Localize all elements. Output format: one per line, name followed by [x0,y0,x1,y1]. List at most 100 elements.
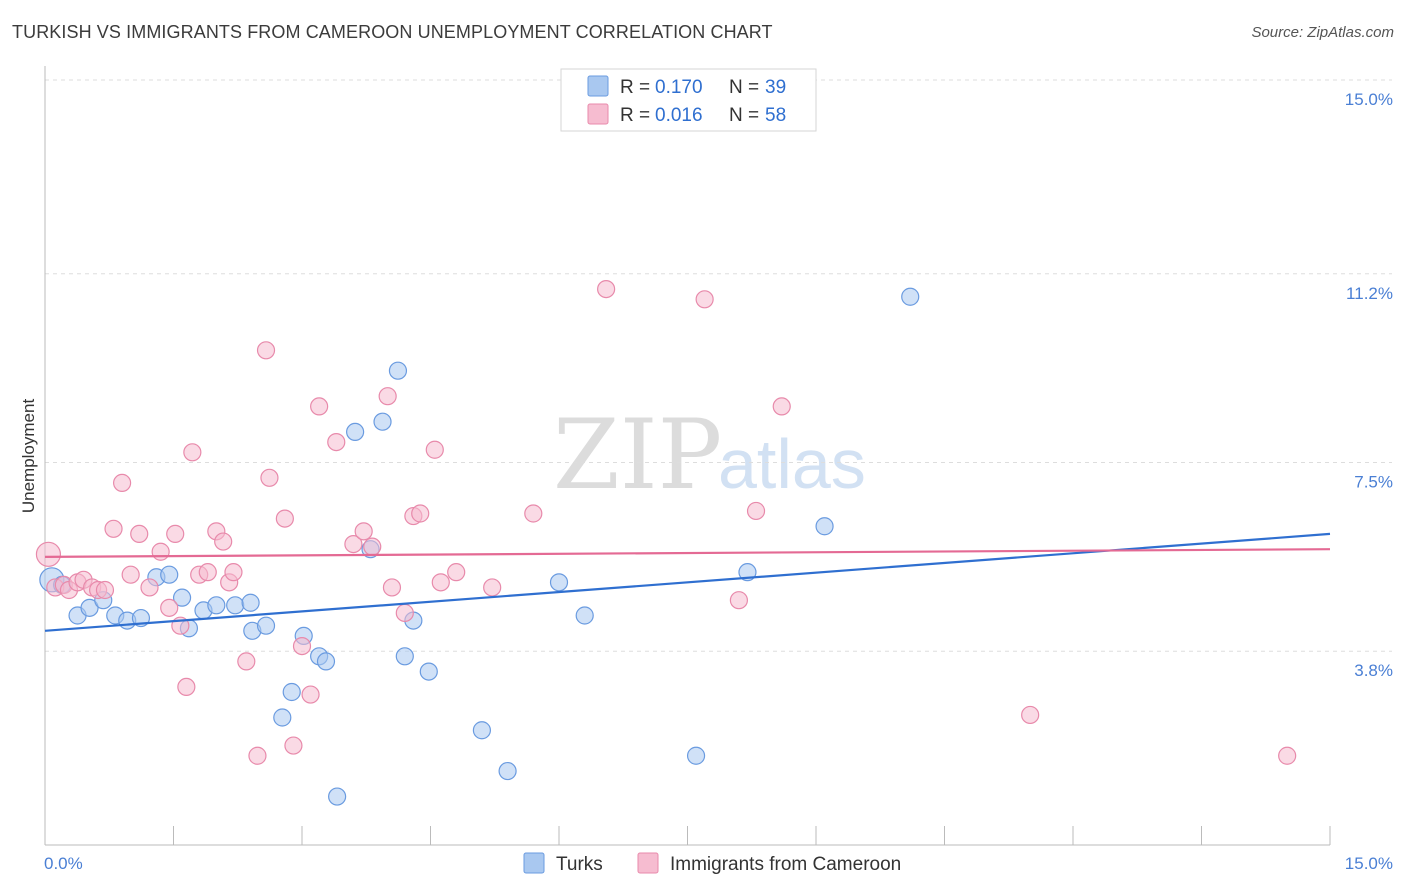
x-tick-label-0: 0.0% [44,854,83,873]
turks-point-26 [373,412,392,431]
cameroon-point-21 [198,563,217,582]
turks-point-22 [316,652,336,671]
turks-point-31 [472,721,491,740]
watermark-atlas: atlas [718,425,866,503]
turks-point-17 [256,616,276,635]
turks-point-19 [282,682,301,702]
cameroon-point-16 [166,524,185,544]
y-axis-label: Unemployment [19,399,38,514]
x-tick-label-1: 15.0% [1345,854,1393,873]
bottom-legend-swatch-cameroon [637,852,659,874]
turks-point-9 [160,565,179,584]
cameroon-point-9 [104,519,123,538]
grid-lines [45,79,1392,652]
cameroon-point-10 [112,473,132,492]
turks-point-24 [346,422,365,441]
turks-point-38 [901,287,920,306]
cameroon-point-26 [237,652,256,671]
turks-point-10 [172,588,192,607]
cameroon-point-45 [431,573,450,592]
legend-r-label-cameroon: R = [620,105,650,126]
turks-point-14 [226,596,245,615]
turks-point-23 [328,787,347,806]
cameroon-point-14 [151,542,170,561]
legend-r-label-turks: R = [620,77,650,98]
bottom-legend-swatch-turks [523,852,545,874]
cameroon-point-33 [301,685,320,704]
trend-lines [44,532,1331,632]
turks-point-32 [498,761,517,781]
cameroon-point-40 [382,578,402,597]
cameroon-point-36 [344,534,363,554]
cameroon-point-44 [425,440,444,459]
turks-point-36 [738,563,757,582]
turks-point-13 [207,596,226,615]
turks-point-34 [575,606,594,625]
cameroon-point-8 [95,580,115,600]
cameroon-point-13 [140,578,159,597]
cameroon-point-15 [160,598,179,617]
cameroon-point-27 [248,746,267,765]
cameroon-point-37 [354,522,373,541]
cameroon-point-43 [411,504,430,523]
y-tick-label-0: 3.8% [1354,661,1393,680]
cameroon-point-19 [183,443,202,462]
cameroon-point-29 [260,468,279,487]
cameroon-point-31 [284,736,303,755]
cameroon-point-11 [121,565,140,584]
cameroon-point-32 [292,636,312,656]
y-tick-label-3: 15.0% [1345,90,1393,109]
legend-n-value-cameroon: 58 [765,105,786,126]
turks-point-18 [273,708,292,727]
turks-point-37 [815,517,834,536]
zipatlas-watermark: ZIP atlas [553,399,866,511]
watermark-zip: ZIP [553,399,722,511]
legend-r-value-cameroon: 0.016 [655,105,703,126]
cameroon-point-48 [524,504,543,523]
bottom-legend: Turks Immigrants from Cameroon [523,852,901,875]
turks-point-35 [686,746,706,765]
cameroon-point-46 [447,563,466,582]
data-points [35,280,1297,806]
cameroon-point-12 [130,524,149,544]
legend-swatch-cameroon [587,103,609,125]
cameroon-point-41 [395,603,414,623]
bottom-legend-label-turks: Turks [556,854,603,875]
chart-title: TURKISH VS IMMIGRANTS FROM CAMEROON UNEM… [12,22,773,42]
legend-n-label-turks: N = [729,77,759,98]
cameroon-point-50 [695,290,714,309]
legend-swatch-turks [587,75,609,97]
legend: R = 0.170 N = 39 R = 0.016 N = 58 [560,68,817,132]
cameroon-point-53 [772,397,791,416]
turks-point-3 [80,598,99,617]
cameroon-point-25 [224,563,243,582]
y-tick-label-1: 7.5% [1354,473,1393,492]
cameroon-point-47 [483,578,502,597]
cameroon-point-51 [729,591,749,610]
cameroon-point-55 [1278,746,1297,765]
cameroon-trend-line [44,548,1331,558]
legend-n-label-cameroon: N = [729,105,759,126]
axes [44,66,1331,846]
legend-n-value-turks: 39 [765,77,786,98]
legend-r-value-turks: 0.170 [655,77,703,98]
cameroon-point-49 [597,280,616,299]
cameroon-point-39 [378,387,397,406]
chart-source: Source: ZipAtlas.com [1251,24,1394,41]
bottom-legend-label-cameroon: Immigrants from Cameroon [670,854,901,875]
cameroon-point-0 [35,541,62,567]
cameroon-point-52 [746,501,766,521]
cameroon-point-30 [275,509,294,528]
cameroon-point-23 [214,532,233,551]
turks-point-27 [388,361,408,380]
y-tick-label-2: 11.2% [1346,284,1393,303]
turks-point-15 [241,593,260,612]
cameroon-point-34 [310,397,329,416]
cameroon-point-38 [363,537,382,556]
turks-point-28 [395,647,414,666]
x-tick-labels: 0.0% 15.0% [44,854,1393,873]
cameroon-point-28 [256,341,276,360]
cameroon-point-54 [1021,705,1040,725]
y-tick-labels: 3.8% 7.5% 11.2% 15.0% [1345,90,1393,680]
